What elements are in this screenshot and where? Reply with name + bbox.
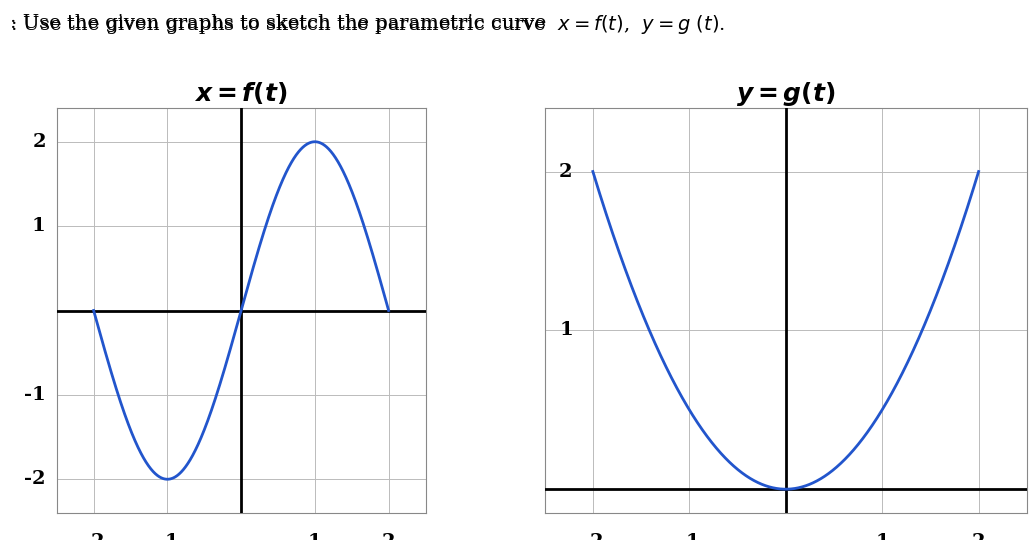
- Text: -2: -2: [582, 533, 604, 540]
- Text: -1: -1: [24, 386, 45, 404]
- Text: 2: 2: [972, 533, 986, 540]
- Text: 2: 2: [32, 133, 45, 151]
- Text: 1: 1: [32, 217, 45, 235]
- Title: $\bfit{y} \mathbf{=} \bfit{g}\mathbf{(}\bfit{t}\mathbf{)}$: $\bfit{y} \mathbf{=} \bfit{g}\mathbf{(}\…: [736, 80, 836, 108]
- Text: -2: -2: [24, 470, 45, 488]
- Text: 2: 2: [559, 163, 573, 180]
- Title: $\bfit{x} \mathbf{=} \bfit{f}\mathbf{(}\bfit{t}\mathbf{)}$: $\bfit{x} \mathbf{=} \bfit{f}\mathbf{(}\…: [194, 80, 288, 106]
- Text: 1: 1: [559, 321, 573, 339]
- Text: -1: -1: [157, 533, 179, 540]
- Text: : Use the given graphs to sketch the parametric curve: : Use the given graphs to sketch the par…: [10, 14, 559, 31]
- Text: : Use the given graphs to sketch the parametric curve  $x = f(t)$,  $y = g\ (t)$: : Use the given graphs to sketch the par…: [10, 14, 725, 37]
- Text: 1: 1: [308, 533, 322, 540]
- Text: 1: 1: [875, 533, 889, 540]
- Text: 2: 2: [382, 533, 395, 540]
- Text: -2: -2: [83, 533, 104, 540]
- Text: -1: -1: [678, 533, 700, 540]
